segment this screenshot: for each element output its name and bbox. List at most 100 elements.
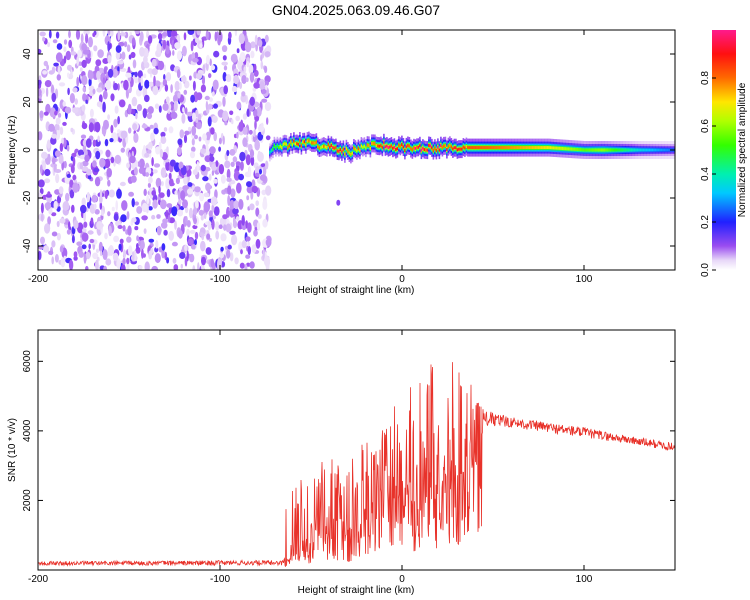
noise-blob <box>88 243 91 250</box>
noise-blob <box>222 110 229 122</box>
ridge-segment <box>588 148 591 152</box>
ridge-segment <box>276 144 279 148</box>
noise-blob <box>222 214 228 220</box>
spectrogram-ytick-label: 40 <box>22 48 33 60</box>
noise-blob <box>245 77 249 83</box>
noise-blob <box>103 67 107 75</box>
ridge-segment <box>269 150 271 154</box>
noise-blob <box>165 178 171 190</box>
noise-blob <box>131 217 137 223</box>
noise-blob <box>223 65 228 71</box>
noise-blob <box>121 51 126 60</box>
noise-blob <box>236 131 239 139</box>
figure-title: GN04.2025.063.09.46.G07 <box>272 2 440 18</box>
noise-blob <box>44 223 51 234</box>
noise-blob <box>85 251 91 260</box>
noise-blob <box>81 59 87 68</box>
noise-blob <box>189 151 196 159</box>
ridge-segment <box>668 148 670 152</box>
noise-blob <box>226 177 232 182</box>
noise-blob <box>191 146 196 153</box>
noise-blob <box>115 200 118 211</box>
noise-blob <box>160 221 168 229</box>
ridge-segment <box>312 141 315 145</box>
ridge-segment <box>623 148 625 152</box>
noise-blob <box>127 103 132 115</box>
ridge-segment <box>479 146 481 150</box>
noise-blob <box>144 261 150 270</box>
noise-blob <box>120 214 127 223</box>
ridge-segment <box>564 147 567 151</box>
noise-blob <box>193 217 198 225</box>
noise-blob <box>231 234 238 246</box>
ridge-segment <box>615 148 618 152</box>
noise-blob <box>256 106 262 117</box>
noise-blob <box>214 31 218 42</box>
ridge-segment <box>339 148 342 152</box>
noise-blob <box>265 160 269 170</box>
noise-blob <box>210 196 218 206</box>
ridge-segment <box>380 144 382 148</box>
noise-blob <box>151 58 157 67</box>
ridge-segment <box>566 147 568 151</box>
noise-blob <box>177 138 183 146</box>
ridge-segment <box>471 146 474 150</box>
ridge-segment <box>384 145 387 149</box>
noise-blob <box>81 122 88 130</box>
ridge-segment <box>447 145 450 149</box>
ridge-segment <box>540 146 543 150</box>
noise-blob <box>85 266 89 270</box>
noise-blob <box>220 233 227 242</box>
spectrogram-xtick-label: 100 <box>576 274 593 285</box>
ridge-segment <box>545 146 547 150</box>
noise-blob <box>75 30 81 40</box>
noise-blob <box>222 135 225 145</box>
ridge-segment <box>425 148 427 152</box>
noise-blob <box>155 177 162 188</box>
ridge-segment <box>512 146 514 150</box>
noise-blob <box>215 160 219 168</box>
noise-blob <box>125 72 132 78</box>
noise-blob <box>205 100 209 110</box>
noise-blob <box>226 168 231 180</box>
noise-blob <box>117 116 120 125</box>
ridge-segment <box>461 147 463 151</box>
noise-blob <box>147 149 152 154</box>
noise-blob <box>170 84 173 93</box>
noise-blob <box>172 257 177 264</box>
noise-blob <box>160 181 164 187</box>
noise-blob <box>179 162 184 169</box>
noise-blob <box>59 245 64 253</box>
noise-blob <box>72 107 79 114</box>
ridge-segment <box>621 148 624 152</box>
noise-blob <box>188 207 193 219</box>
noise-blob <box>255 200 259 207</box>
ridge-segment <box>300 144 303 148</box>
noise-blob <box>167 214 171 223</box>
noise-blob <box>207 116 212 127</box>
noise-blob <box>143 73 147 79</box>
ridge-segment <box>624 148 627 152</box>
noise-blob <box>192 57 199 63</box>
noise-blob <box>198 209 204 216</box>
noise-blob <box>66 64 73 71</box>
noise-blob <box>148 206 153 211</box>
noise-blob <box>186 228 190 237</box>
ridge-segment <box>578 148 580 152</box>
noise-blob <box>67 87 70 96</box>
ridge-segment <box>344 152 346 156</box>
noise-blob <box>232 220 238 229</box>
noise-blob <box>262 166 267 177</box>
ridge-segment <box>426 148 429 152</box>
ridge-segment <box>587 148 589 152</box>
noise-blob <box>174 220 177 230</box>
ridge-segment <box>378 144 381 148</box>
noise-blob <box>72 87 78 93</box>
ridge-segment <box>402 145 405 149</box>
noise-blob <box>90 217 94 225</box>
noise-blob <box>220 246 224 252</box>
noise-blob <box>194 52 199 59</box>
ridge-segment <box>663 148 666 152</box>
noise-blob <box>136 206 143 214</box>
